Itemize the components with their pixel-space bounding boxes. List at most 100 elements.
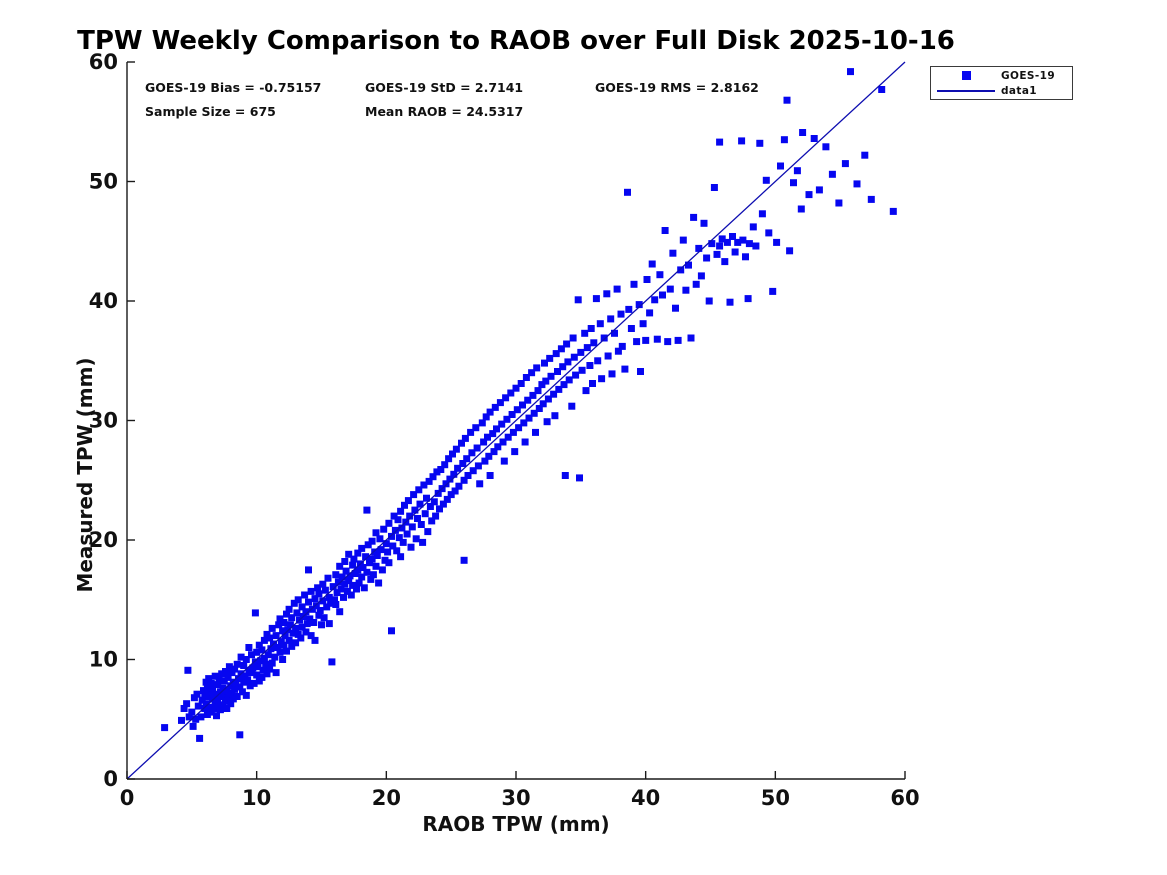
x-tick-label: 0 (120, 786, 135, 810)
scatter-point (286, 621, 294, 629)
scatter-point (245, 644, 253, 651)
scatter-point (240, 662, 248, 669)
scatter-point (303, 620, 311, 628)
scatter-point (292, 639, 300, 647)
scatter-point (473, 444, 481, 452)
scatter-point (460, 476, 468, 484)
scatter-point (815, 186, 823, 194)
scatter-point (509, 428, 517, 436)
scatter-point (246, 682, 254, 690)
scatter-point (841, 160, 849, 168)
scatter-point (560, 381, 568, 389)
scatter-point (325, 593, 333, 601)
scatter-point (582, 387, 590, 395)
scatter-point (508, 411, 516, 418)
scatter-point (521, 438, 529, 446)
scatter-point (687, 334, 695, 342)
scatter-point (550, 390, 558, 398)
scatter-point (398, 524, 406, 532)
scatter-point (397, 507, 405, 515)
scatter-point (513, 406, 521, 414)
scatter-point (305, 566, 312, 574)
scatter-point (202, 678, 210, 686)
scatter-point (285, 605, 293, 613)
scatter-point (390, 512, 398, 520)
scatter-point (574, 296, 582, 304)
scatter-point (520, 419, 528, 427)
scatter-point (384, 548, 392, 556)
scatter-point (451, 487, 459, 495)
scatter-point (756, 139, 764, 147)
scatter-point (222, 697, 229, 705)
scatter-point (546, 354, 554, 362)
scatter-point (205, 675, 213, 683)
scatter-point (613, 285, 621, 293)
scatter-point (210, 705, 218, 712)
scatter-point (551, 412, 559, 420)
scatter-point (878, 86, 886, 93)
scatter-point (228, 689, 236, 697)
scatter-point (507, 389, 515, 397)
scatter-point (249, 664, 257, 672)
scatter-point (382, 540, 390, 548)
scatter-point (542, 377, 550, 385)
scatter-point (248, 651, 255, 659)
scatter-point (414, 515, 421, 522)
scatter-point (184, 666, 192, 674)
scatter-marker-icon (961, 71, 971, 80)
scatter-point (307, 632, 315, 640)
scatter-point (672, 304, 679, 312)
scatter-point (534, 387, 542, 395)
legend-box: GOES-19 data1 (930, 66, 1073, 100)
scatter-point (359, 564, 367, 571)
scatter-point (576, 474, 583, 482)
scatter-point (407, 543, 415, 551)
scatter-point (227, 700, 235, 708)
scatter-point (279, 627, 287, 635)
scatter-point (206, 703, 214, 711)
scatter-point (254, 663, 262, 671)
scatter-point (449, 450, 456, 458)
scatter-point (272, 632, 280, 640)
scatter-point (353, 585, 360, 593)
scatter-point (233, 693, 241, 700)
scatter-point (327, 599, 335, 607)
scatter-point (664, 338, 672, 346)
scatter-point (455, 482, 463, 490)
scatter-point (377, 546, 385, 554)
scatter-point (346, 572, 354, 580)
scatter-point (692, 280, 700, 288)
scatter-point (450, 470, 458, 478)
scatter-point (336, 608, 344, 616)
scatter-point (275, 621, 283, 629)
y-tick-label: 60 (89, 50, 118, 74)
scatter-point (279, 656, 287, 663)
scatter-point (486, 472, 494, 479)
scatter-point (293, 609, 301, 617)
scatter-point (193, 690, 201, 698)
scatter-point (503, 415, 511, 423)
scatter-point (458, 439, 465, 447)
scatter-point (207, 708, 215, 716)
scatter-point (861, 151, 869, 159)
scatter-point (391, 526, 399, 534)
scatter-point (630, 280, 638, 288)
scatter-point (200, 687, 207, 695)
scatter-point (716, 242, 724, 250)
scatter-point (223, 705, 231, 712)
scatter-point (223, 687, 231, 695)
scatter-point (294, 630, 302, 638)
scatter-point (308, 605, 316, 613)
scatter-point (723, 238, 731, 246)
scatter-point (568, 402, 576, 410)
scatter-point (648, 260, 656, 268)
scatter-point (617, 310, 625, 318)
scatter-point (328, 658, 336, 666)
scatter-point (214, 696, 222, 704)
scatter-point (633, 338, 641, 346)
scatter-point (189, 722, 197, 730)
scatter-point (347, 591, 355, 599)
scatter-point (434, 489, 442, 497)
scatter-point (332, 571, 340, 579)
